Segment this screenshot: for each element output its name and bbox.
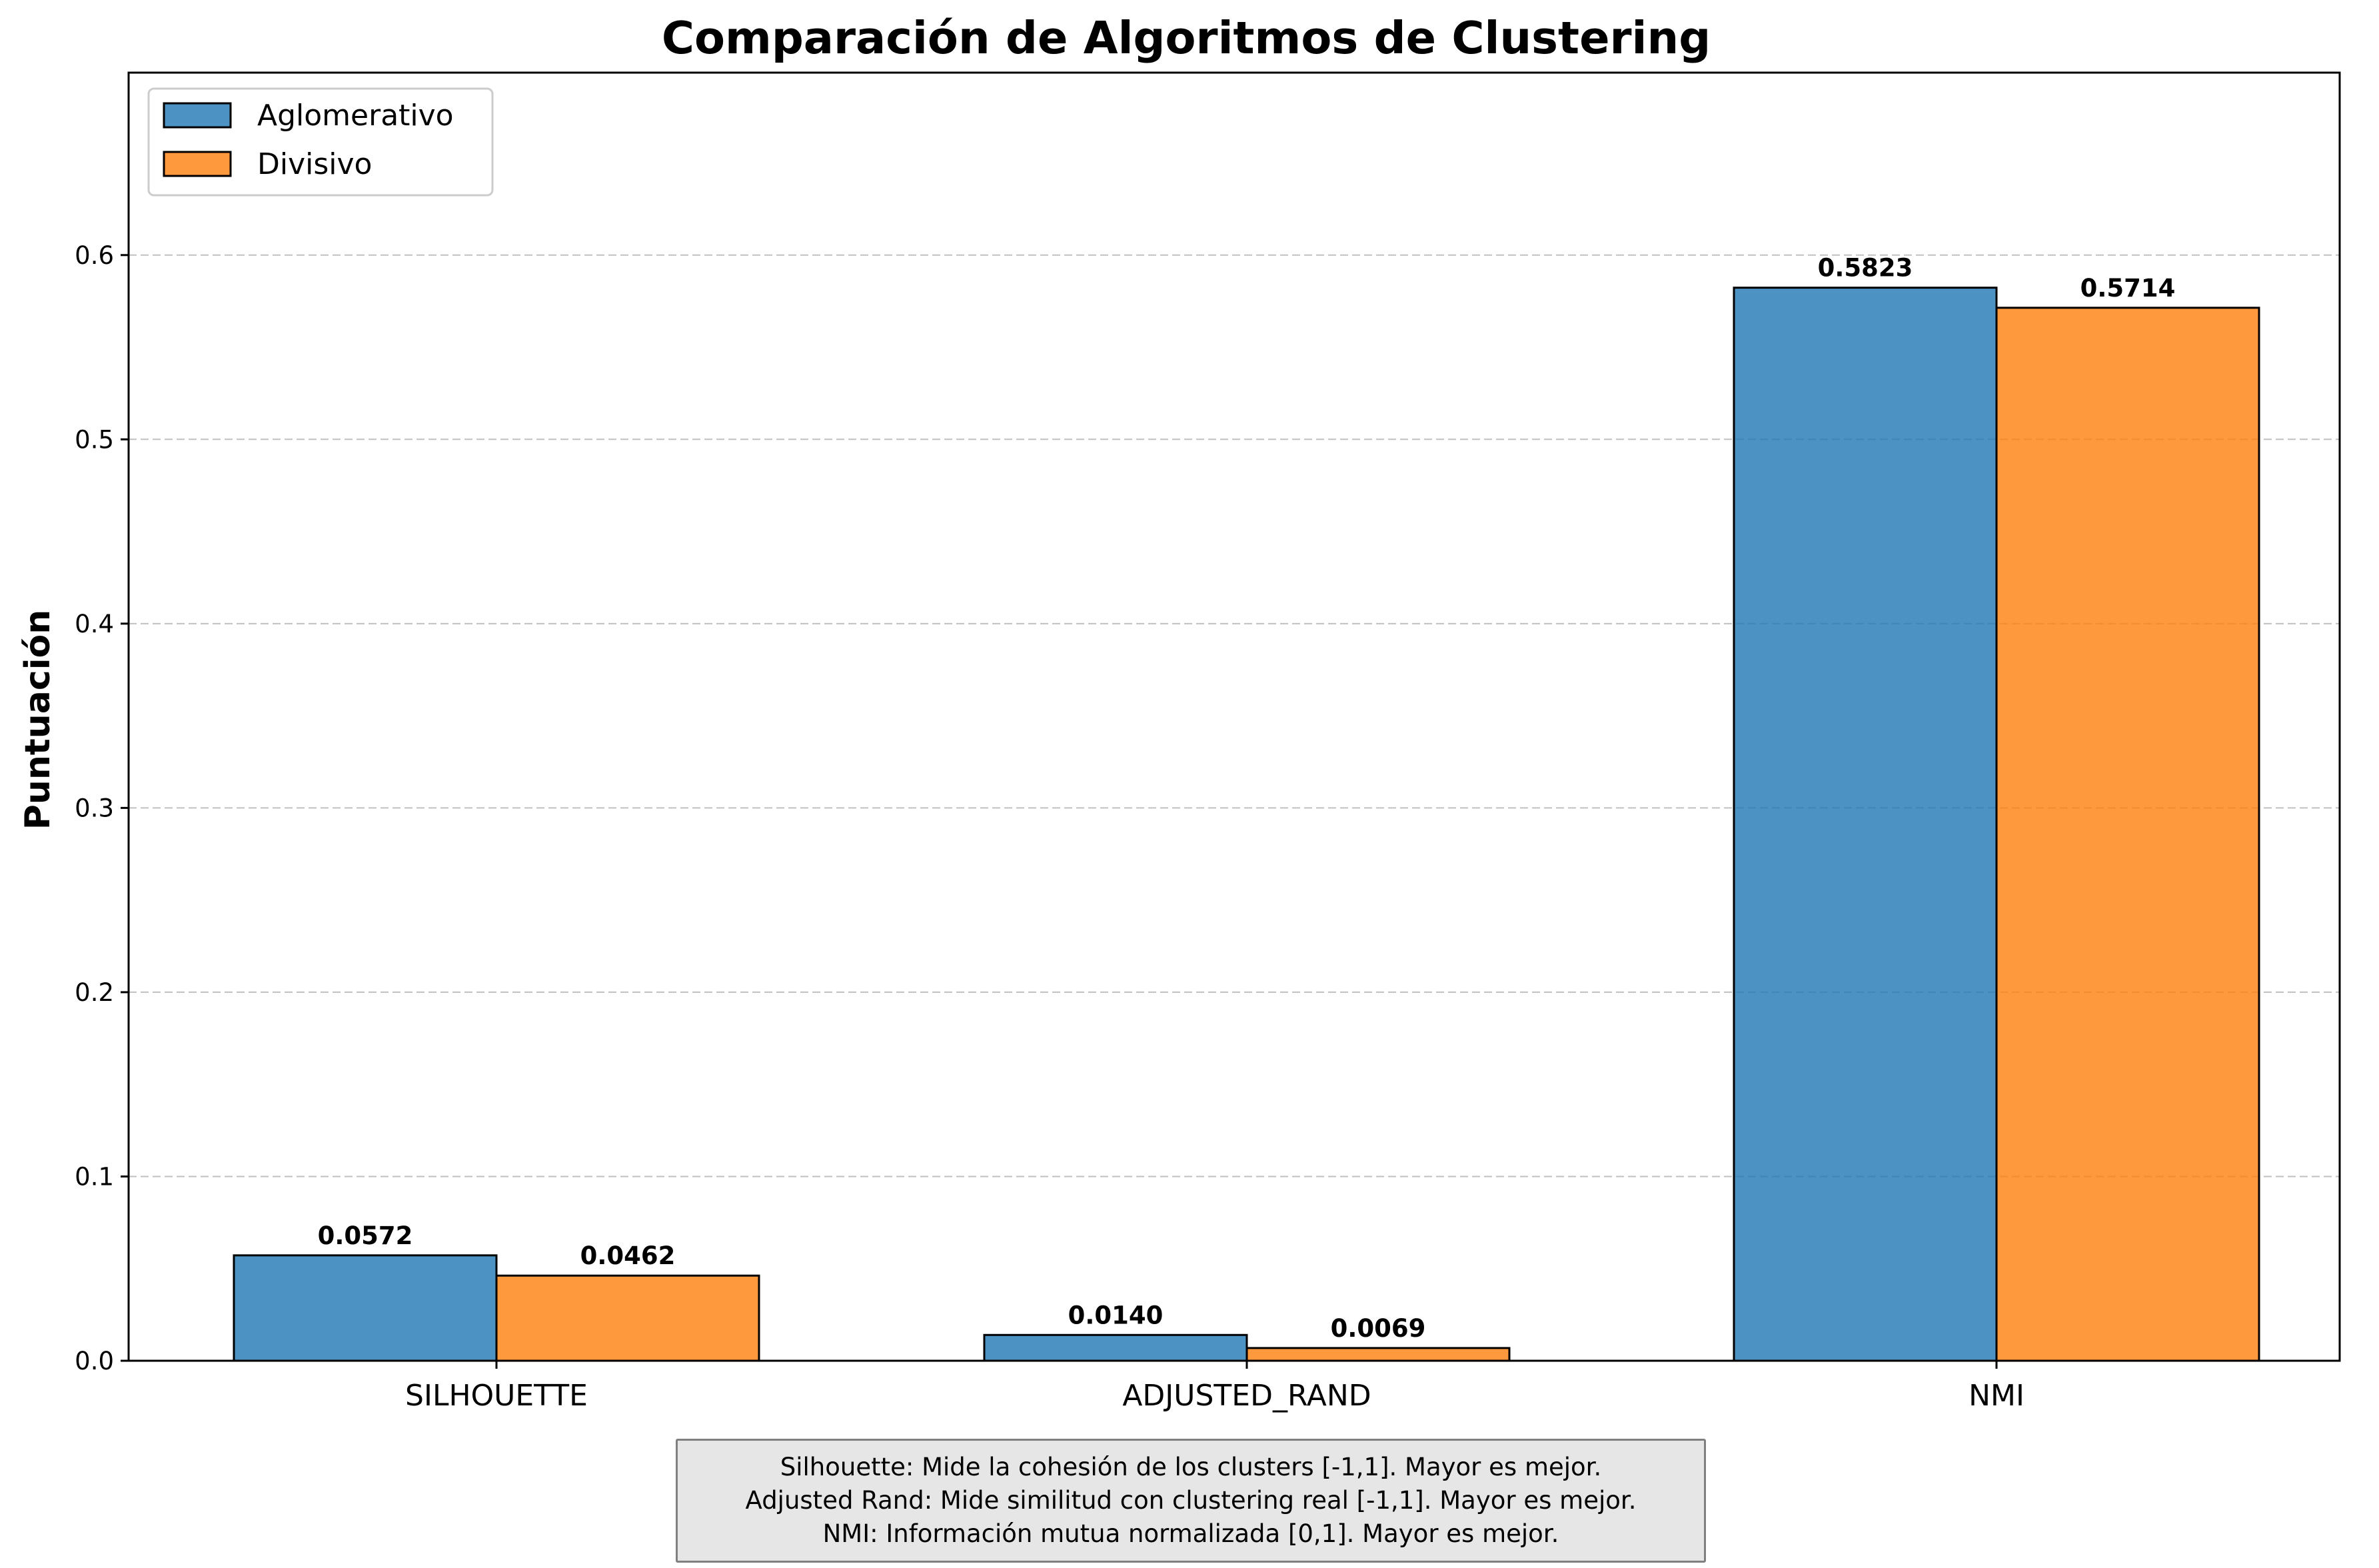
bar-aglomerativo-adjusted-rand <box>983 1333 1248 1362</box>
y-axis-label: Puntuación <box>18 610 58 830</box>
legend-swatch-divisivo <box>163 151 232 177</box>
bar-value-labels: 0.0572 0.0140 0.5823 0.0462 0.0069 0.5714 <box>318 254 2176 1343</box>
bar-value-label: 0.0140 <box>1068 1301 1164 1329</box>
y-tick-label: 0.6 <box>75 241 114 270</box>
x-tick-label: ADJUSTED_RAND <box>1122 1379 1371 1413</box>
y-tick-label: 0.2 <box>75 978 114 1007</box>
note-silhouette: Silhouette: Mide la cohesión de los clus… <box>780 1453 1602 1481</box>
bar-divisivo-silhouette <box>495 1274 760 1362</box>
note-adjusted-rand: Adjusted Rand: Mide similitud con cluste… <box>745 1486 1637 1515</box>
y-tick-label: 0.5 <box>75 425 114 454</box>
bars <box>233 287 2260 1362</box>
bar-value-label: 0.0572 <box>318 1221 413 1250</box>
bar-divisivo-adjusted-rand <box>1245 1347 1511 1362</box>
bar-aglomerativo-silhouette <box>233 1254 498 1362</box>
legend-label-aglomerativo: Aglomerativo <box>257 99 454 133</box>
legend-label-divisivo: Divisivo <box>257 147 372 181</box>
bar-aglomerativo-nmi <box>1733 287 1998 1362</box>
x-tick-label: NMI <box>1969 1379 2024 1413</box>
y-tick-label: 0.0 <box>75 1347 114 1375</box>
y-tick-label: 0.4 <box>75 610 114 638</box>
bar-value-label: 0.0462 <box>580 1241 676 1270</box>
chart-title: Comparación de Algoritmos de Clustering <box>662 12 1711 64</box>
note-nmi: NMI: Información mutua normalizada [0,1]… <box>822 1519 1559 1548</box>
legend-frame <box>147 87 494 197</box>
axis-ticks: 0.0 0.1 0.2 0.3 0.4 0.5 0.6 SILHOUETTE ADJUSTED_… <box>75 241 2024 1413</box>
plot-frame <box>127 71 2341 1362</box>
legend: Aglomerativo Divisivo <box>147 87 494 197</box>
legend-swatch-aglomerativo <box>163 102 232 129</box>
x-tick-label: SILHOUETTE <box>405 1379 588 1413</box>
bar-value-label: 0.5714 <box>2080 274 2176 303</box>
bar-value-label: 0.5823 <box>1818 254 1913 283</box>
y-tick-label: 0.1 <box>75 1162 114 1191</box>
metrics-note-box: Silhouette: Mide la cohesión de los clus… <box>676 1439 1706 1563</box>
y-tick-label: 0.3 <box>75 794 114 822</box>
bar-value-label: 0.0069 <box>1331 1314 1426 1343</box>
bar-divisivo-nmi <box>1995 307 2260 1362</box>
